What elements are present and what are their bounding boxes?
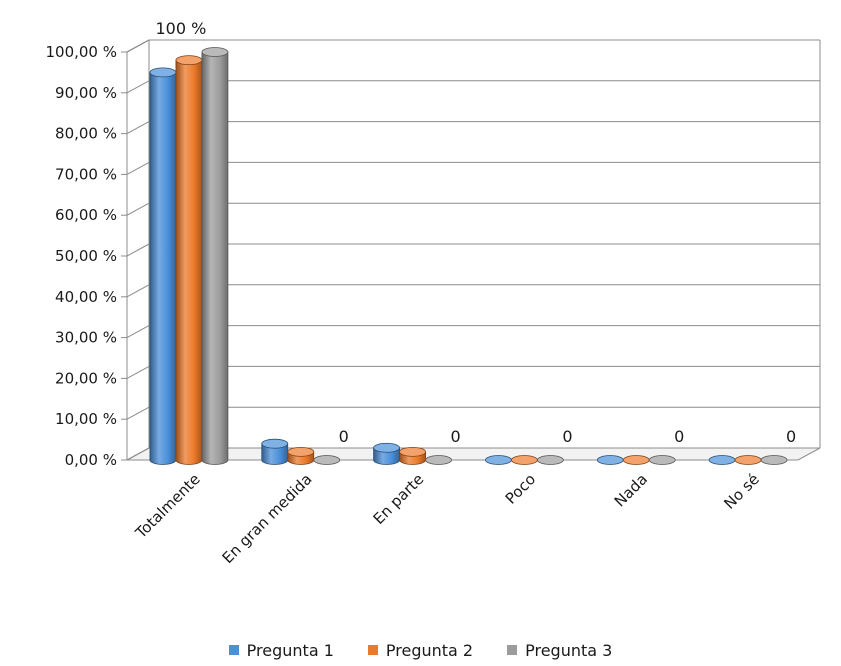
bar-top	[622, 455, 650, 465]
y-tick-label: 80,00 %	[55, 125, 117, 143]
gridline-side	[126, 80, 150, 94]
x-category-label: En parte	[370, 470, 428, 528]
gridline-side	[126, 39, 150, 53]
legend-label-pregunta-3: Pregunta 3	[525, 640, 613, 660]
bar-top	[149, 67, 177, 78]
x-category-label: Nada	[611, 470, 651, 510]
bar-top	[175, 55, 203, 66]
gridline-side	[126, 447, 150, 461]
legend-item-pregunta-1: Pregunta 1	[228, 640, 334, 660]
y-tick-label: 20,00 %	[55, 369, 117, 387]
bar-top	[425, 455, 452, 465]
legend-label-pregunta-2: Pregunta 2	[385, 640, 474, 660]
bar-top	[760, 455, 788, 465]
y-tick-label: 100,00 %	[45, 43, 117, 61]
bar-top	[537, 455, 564, 465]
gridline-side	[126, 121, 150, 135]
x-category-label: No sé	[720, 470, 763, 513]
y-tick-label: 30,00 %	[55, 329, 117, 347]
legend-swatch-pregunta-3	[507, 645, 518, 655]
bar-top	[201, 47, 229, 57]
x-category-label: Poco	[502, 470, 540, 508]
data-label: 100 %	[156, 19, 207, 38]
data-label: 0	[339, 427, 349, 446]
bar-chart: 0,00 % 10,00 % 20,00 % 30,00 % 40,00 % 50,00 …	[45, 19, 821, 567]
bar	[175, 59, 203, 465]
bar-top	[734, 455, 762, 465]
legend-swatch-pregunta-1	[228, 645, 239, 655]
bar-top	[596, 455, 624, 465]
data-label: 0	[562, 427, 572, 446]
gridline-side	[126, 243, 150, 257]
legend-swatch-pregunta-2	[367, 645, 378, 655]
legend-item-pregunta-3: Pregunta 3	[507, 641, 612, 660]
gridline-side	[126, 161, 150, 175]
bar	[149, 72, 177, 465]
bar-top	[261, 438, 289, 449]
y-tick-label: 0,00 %	[65, 451, 117, 469]
bar-top	[648, 455, 676, 465]
bar-top	[287, 446, 315, 457]
y-tick-label: 60,00 %	[55, 206, 117, 224]
y-tick-label: 40,00 %	[55, 288, 117, 306]
gridline-side	[126, 365, 150, 379]
bar-top	[313, 455, 341, 465]
y-tick-label: 70,00 %	[55, 165, 117, 183]
gridline-side	[126, 202, 150, 216]
legend-label-pregunta-1: Pregunta 1	[246, 640, 334, 660]
bar-top	[373, 442, 400, 453]
y-tick-label: 10,00 %	[55, 410, 117, 428]
y-tick-label: 50,00 %	[55, 247, 117, 265]
x-category-label: En gran medida	[219, 470, 316, 567]
x-category-label: Totalmente	[131, 470, 203, 542]
bar-top	[708, 455, 736, 465]
chart-legend: Pregunta 1 Pregunta 2 Pregunta 3	[0, 638, 841, 662]
data-label: 0	[450, 427, 460, 446]
data-label: 0	[786, 427, 796, 446]
bar-top	[511, 455, 538, 465]
bar-top	[399, 446, 426, 457]
bar-top	[485, 455, 512, 465]
gridline-side	[126, 284, 150, 298]
y-tick-label: 90,00 %	[55, 84, 117, 102]
data-label: 0	[674, 427, 684, 446]
bar	[201, 51, 229, 465]
legend-item-pregunta-2: Pregunta 2	[367, 640, 474, 660]
gridline-side	[126, 325, 150, 339]
gridline-side	[126, 406, 150, 420]
